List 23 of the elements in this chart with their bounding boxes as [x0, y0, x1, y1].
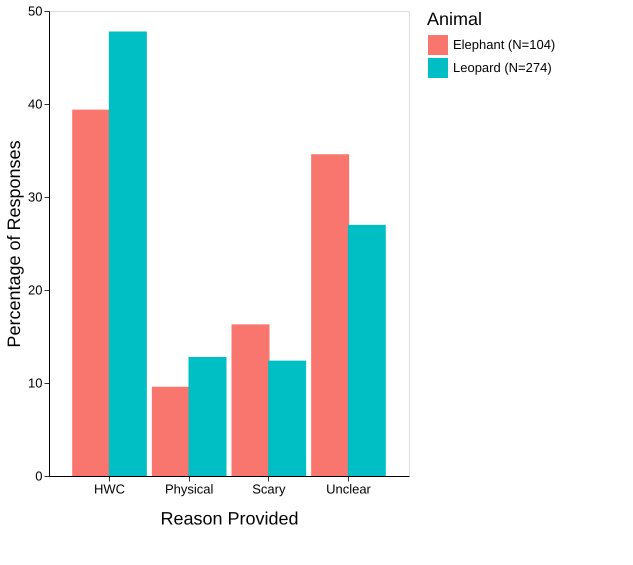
legend-label: Elephant (N=104)	[453, 37, 556, 52]
x-tick-label: Unclear	[326, 482, 372, 496]
y-tick-label: 20	[28, 282, 42, 298]
bar	[108, 31, 147, 476]
bar	[268, 360, 306, 476]
x-tick-label: Physical	[164, 482, 214, 496]
legend-label: Leopard (N=274)	[453, 60, 552, 75]
legend-title: Animal	[427, 9, 482, 29]
bar	[72, 110, 110, 476]
y-tick-label: 10	[28, 376, 42, 390]
y-tick-label: 40	[28, 96, 42, 112]
x-tick-label: HWC	[94, 482, 126, 496]
bar	[152, 386, 190, 476]
bar	[348, 224, 386, 476]
bar	[311, 154, 350, 476]
bar	[232, 324, 270, 476]
bar	[188, 356, 226, 476]
y-tick-label: 0	[35, 468, 42, 484]
x-axis-title: Reason Provided	[160, 508, 299, 528]
y-tick-label: 30	[28, 190, 42, 204]
y-axis-title: Percentage of Responses	[4, 140, 24, 348]
x-tick-label: Scary	[252, 482, 286, 496]
y-tick-label: 50	[28, 4, 42, 18]
